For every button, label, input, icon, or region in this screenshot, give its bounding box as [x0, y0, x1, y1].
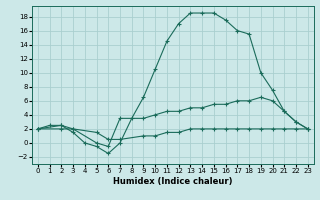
X-axis label: Humidex (Indice chaleur): Humidex (Indice chaleur) — [113, 177, 233, 186]
